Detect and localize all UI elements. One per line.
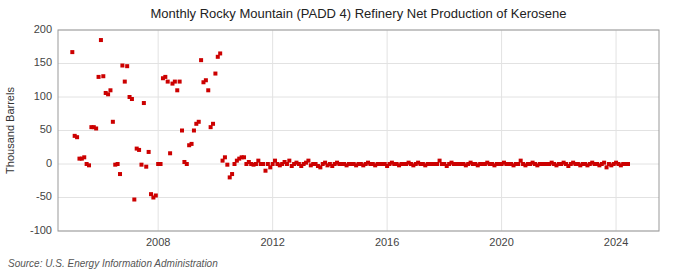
data-point [120,64,124,68]
y-tick-label: -50 [36,190,52,202]
points [70,38,630,201]
data-point [82,155,86,159]
y-axis-label: Thousand Barrels [4,87,16,174]
y-tick-label: 50 [40,123,52,135]
data-point [225,163,229,167]
data-point [185,162,189,166]
y-grid-line [58,197,659,198]
data-point [147,150,151,154]
data-point [108,88,112,92]
data-point [602,161,606,165]
x-grid-line [158,30,159,231]
data-point [166,80,170,84]
data-point [101,74,105,78]
data-point [173,80,177,84]
data-point [75,135,79,139]
data-point [132,198,136,202]
data-point [168,151,172,155]
plot-background [58,30,659,231]
data-point [242,155,246,159]
data-point [211,122,215,126]
data-point [206,88,210,92]
data-point [218,51,222,55]
data-point [99,38,103,42]
data-point [306,159,310,163]
data-point [111,120,115,124]
y-grid-line [58,63,659,64]
data-point [180,129,184,133]
data-point [139,163,143,167]
data-point [204,78,208,82]
y-tick-label: 0 [46,157,52,169]
y-grid-line [58,130,659,131]
data-point [190,142,194,146]
x-tick-label: 2008 [146,236,170,248]
y-tick-label: -100 [30,224,52,236]
data-point [97,75,101,79]
data-point [287,159,291,163]
data-point [223,155,227,159]
data-point [213,72,217,76]
source-note: Source: U.S. Energy Information Administ… [8,258,218,269]
data-point [175,88,179,92]
data-point [199,58,203,62]
y-tick-label: 150 [34,56,52,68]
y-tick-label: 200 [34,23,52,35]
data-point [130,97,134,101]
x-tick-label: 2024 [604,236,628,248]
data-point [87,163,91,167]
data-point [118,172,122,176]
data-point [192,129,196,133]
data-point [125,64,129,68]
data-point [261,162,265,166]
data-point [70,50,74,54]
data-point [144,165,148,169]
data-point [197,120,201,124]
y-tick-label: 100 [34,90,52,102]
data-point [154,193,158,197]
x-tick-label: 2016 [375,236,399,248]
x-tick-label: 2020 [489,236,513,248]
data-point [123,80,127,84]
chart-svg: -100 -50 0 50 100 150 200 2008 2012 2016 2020 2024 M… [0,0,675,275]
data-point [137,148,141,152]
data-point [263,169,267,173]
y-grid-line [58,97,659,98]
data-point [159,162,163,166]
x-grid-line [616,30,617,231]
axes: -100 -50 0 50 100 150 200 2008 2012 2016 2020 2024 [30,23,659,248]
data-point [106,92,110,96]
data-point [142,101,146,105]
chart-title: Monthly Rocky Mountain (PADD 4) Refinery… [151,6,567,21]
x-grid-line [387,30,388,231]
x-grid-line [501,30,502,231]
data-point [116,162,120,166]
data-point [230,172,234,176]
plot-frame [58,30,659,231]
data-point [178,80,182,84]
grid [58,30,659,231]
data-point [626,162,630,166]
data-point [94,126,98,130]
x-grid-line [272,30,273,231]
data-point [163,75,167,79]
x-tick-label: 2012 [260,236,284,248]
